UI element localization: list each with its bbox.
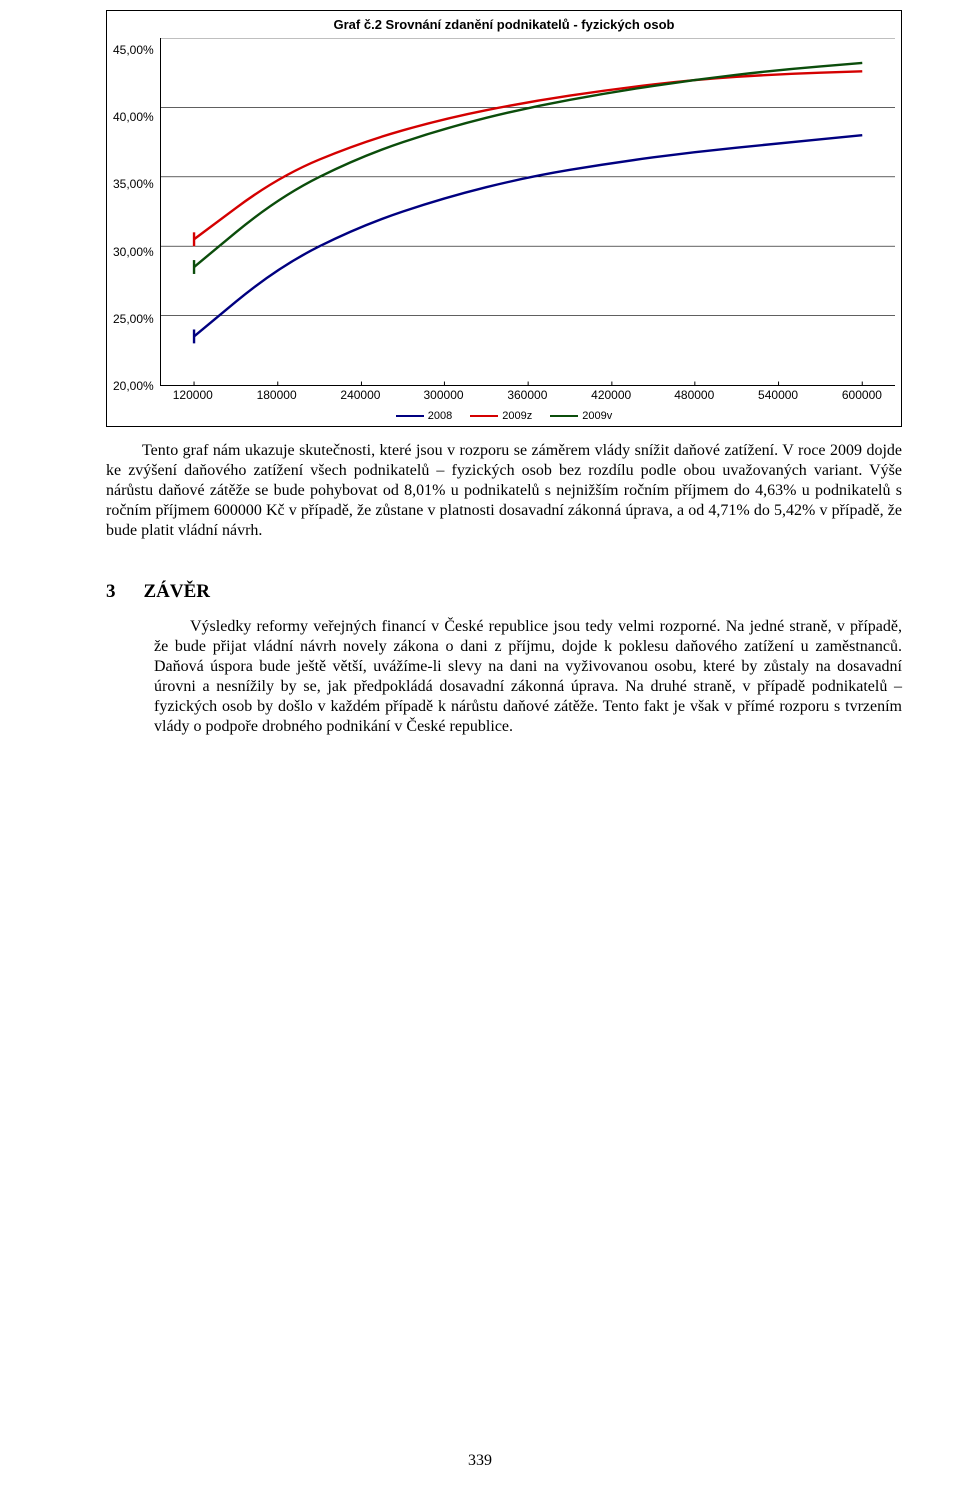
plot-area (160, 38, 895, 386)
section-heading: 3 ZÁVĚR (106, 581, 902, 603)
paragraph-1: Tento graf nám ukazuje skutečnosti, kter… (106, 441, 902, 541)
y-tick-label: 25,00% (113, 313, 154, 325)
chart-container: Graf č.2 Srovnání zdanění podnikatelů - … (106, 10, 902, 427)
chart-body: 45,00% 40,00% 35,00% 30,00% 25,00% 20,00% 120… (113, 38, 895, 404)
x-tick-label: 600000 (842, 388, 882, 402)
x-tick-label: 360000 (507, 388, 547, 402)
section-number: 3 (106, 581, 116, 603)
legend-item: 2009v (550, 410, 612, 422)
paragraph-2: Výsledky reformy veřejných financí v Čes… (154, 617, 902, 737)
legend-swatch (396, 415, 424, 417)
y-tick-label: 45,00% (113, 44, 154, 56)
series-2008 (194, 135, 862, 336)
legend-label: 2009v (582, 410, 612, 422)
x-tick-label: 540000 (758, 388, 798, 402)
y-tick-label: 35,00% (113, 178, 154, 190)
y-axis-labels: 45,00%40,00%35,00%30,00%25,00%20,00% (113, 38, 160, 386)
y-tick-label: 30,00% (113, 246, 154, 258)
section-title: ZÁVĚR (144, 581, 211, 603)
x-tick-label: 240000 (340, 388, 380, 402)
y-tick-label: 20,00% (113, 380, 154, 392)
x-tick-label: 180000 (257, 388, 297, 402)
legend-item: 2008 (396, 410, 452, 422)
series-2009z (194, 71, 862, 239)
x-tick-label: 120000 (173, 388, 213, 402)
chart-legend: 2008 2009z 2009v (113, 410, 895, 422)
legend-swatch (550, 415, 578, 417)
legend-label: 2009z (502, 410, 532, 422)
x-tick-label: 420000 (591, 388, 631, 402)
x-axis-labels: 120000 180000 240000 300000 360000 420000 4800… (160, 386, 895, 404)
chart-svg (161, 38, 895, 385)
page: Graf č.2 Srovnání zdanění podnikatelů - … (0, 0, 960, 1496)
plot-wrap: 120000 180000 240000 300000 360000 420000 4800… (160, 38, 895, 404)
legend-label: 2008 (428, 410, 452, 422)
y-tick-label: 40,00% (113, 111, 154, 123)
page-number: 339 (0, 1452, 960, 1470)
chart-title: Graf č.2 Srovnání zdanění podnikatelů - … (113, 17, 895, 32)
series-2009v (194, 63, 862, 267)
x-tick-label: 480000 (674, 388, 714, 402)
conclusion-block: Výsledky reformy veřejných financí v Čes… (154, 617, 902, 737)
legend-swatch (470, 415, 498, 417)
legend-item: 2009z (470, 410, 532, 422)
x-tick-label: 300000 (423, 388, 463, 402)
